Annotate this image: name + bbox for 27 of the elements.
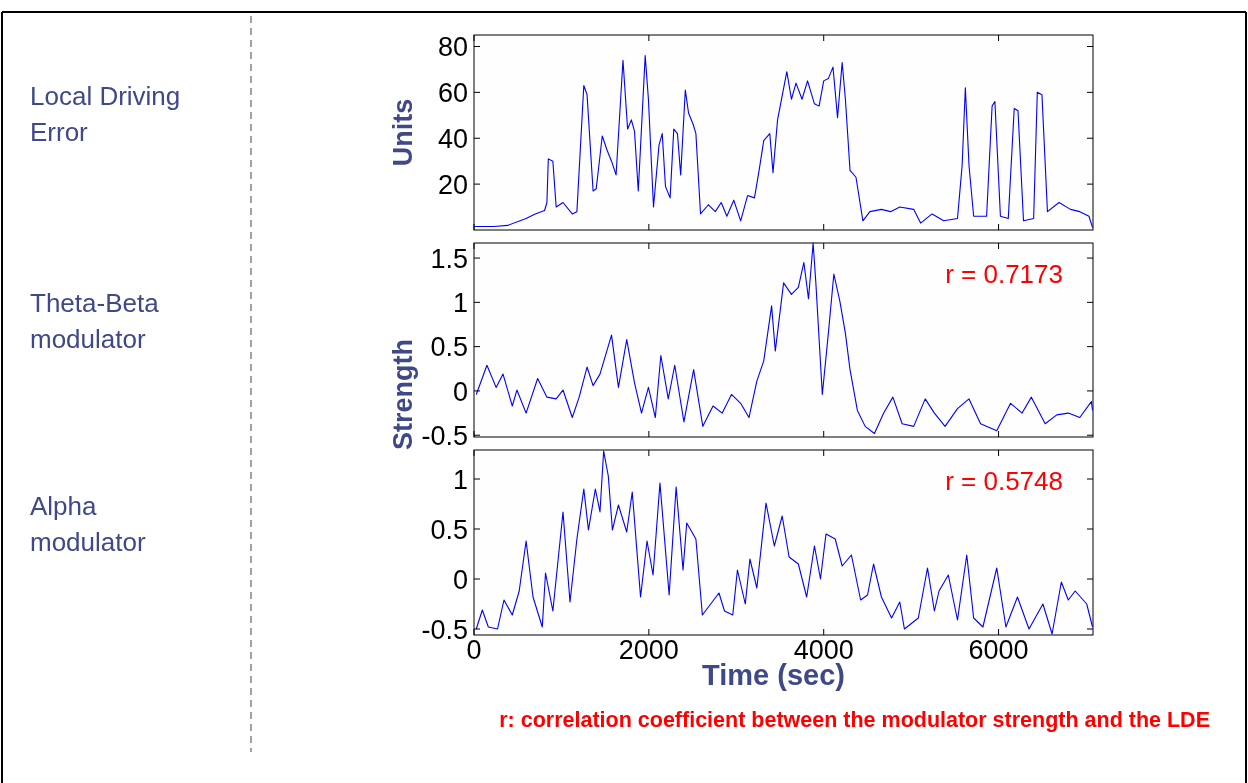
annotation: r = 0.7173 [945, 259, 1063, 289]
y-tick-label: 80 [437, 32, 468, 63]
y-tick-label: 0.5 [430, 514, 468, 545]
line-series [475, 450, 1094, 635]
y-tick-label: 20 [437, 169, 468, 200]
text: r: correlation coefficient between the modulator strength and the LDE [499, 708, 1210, 732]
line-series [473, 55, 1094, 229]
text: Alpha modulator [30, 490, 146, 557]
x-tick-label: 6000 [968, 635, 1029, 665]
y-tick-label: -0.5 [421, 420, 468, 451]
y-tick-label: 60 [437, 78, 468, 109]
text: Theta-Beta modulator [30, 288, 160, 354]
y-tick-label: 0.5 [430, 332, 468, 363]
y-tick-label: 1.5 [430, 243, 468, 274]
annotation: r = 0.5748 [945, 466, 1063, 496]
x-tick-label: 2000 [618, 635, 679, 665]
y-tick-label: 40 [437, 123, 468, 154]
text: Local Driving Error [30, 80, 181, 147]
line-series [475, 242, 1094, 435]
y-tick-label: 1 [452, 464, 468, 495]
y-tick-label: 0 [452, 376, 468, 407]
x-axis-title: Time (sec) [702, 659, 845, 691]
y-axis-title: Strength [388, 339, 418, 450]
y-tick-label: -0.5 [421, 614, 468, 645]
y-tick-label: 0 [452, 564, 468, 595]
y-axis-title: Units [388, 98, 418, 167]
y-tick-label: 1 [452, 288, 468, 319]
